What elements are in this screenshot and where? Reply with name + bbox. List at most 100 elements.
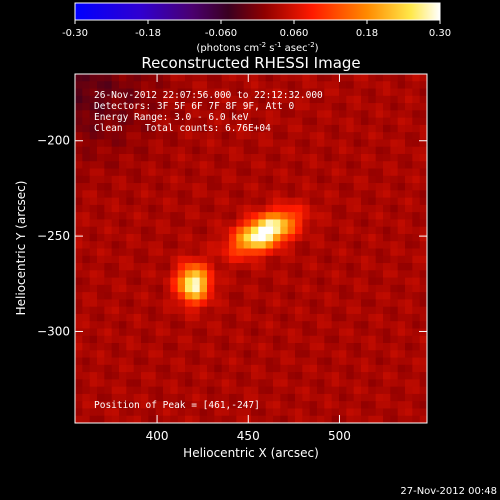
- heatmap-cell: [185, 313, 193, 322]
- heatmap-cell: [287, 379, 296, 388]
- heatmap-cell: [353, 401, 362, 410]
- heatmap-cell: [148, 277, 157, 286]
- heatmap-cell: [170, 313, 179, 322]
- heatmap-cell: [273, 95, 281, 104]
- heatmap-cell: [236, 88, 245, 97]
- heatmap-cell: [229, 241, 237, 250]
- heatmap-cell: [148, 372, 157, 380]
- heatmap-cell: [229, 372, 237, 380]
- heatmap-cell: [324, 335, 333, 344]
- heatmap-cell: [419, 248, 427, 257]
- heatmap-cell: [75, 146, 83, 155]
- heatmap-cell: [207, 146, 215, 155]
- heatmap-cell: [111, 401, 120, 410]
- heatmap-cell: [119, 364, 127, 373]
- heatmap-cell: [309, 321, 318, 330]
- heatmap-cell: [111, 146, 120, 155]
- heatmap-cell: [258, 197, 267, 206]
- colorbar-tick-label: -0.30: [62, 28, 88, 39]
- heatmap-cell: [397, 393, 406, 402]
- heatmap-cell: [185, 139, 193, 148]
- heatmap-cell: [383, 153, 391, 162]
- heatmap-cell: [383, 74, 391, 82]
- heatmap-cell: [258, 299, 267, 308]
- heatmap-cell: [207, 74, 215, 82]
- heatmap-cell: [243, 372, 252, 380]
- heatmap-cell: [273, 183, 281, 191]
- heatmap-cell: [346, 306, 355, 315]
- heatmap-cell: [82, 299, 91, 308]
- heatmap-cell: [280, 313, 289, 322]
- heatmap-cell: [258, 212, 267, 221]
- heatmap-cell: [405, 219, 413, 228]
- heatmap-cell: [185, 306, 193, 315]
- heatmap-cell: [258, 226, 267, 235]
- heatmap-cell: [133, 190, 142, 199]
- heatmap-cell: [207, 350, 215, 359]
- heatmap-cell: [251, 233, 259, 242]
- heatmap-cell: [383, 103, 391, 111]
- heatmap-cell: [177, 161, 186, 170]
- heatmap-cell: [390, 197, 399, 206]
- heatmap-cell: [339, 270, 347, 279]
- heatmap-cell: [324, 146, 333, 155]
- heatmap-cell: [273, 393, 281, 402]
- heatmap-cell: [221, 379, 230, 388]
- heatmap-cell: [141, 168, 149, 177]
- annotation-block: 26-Nov-2012 22:07:56.000 to 22:12:32.000…: [94, 90, 323, 411]
- heatmap-cell: [229, 95, 237, 104]
- heatmap-cell: [251, 139, 259, 148]
- heatmap-cell: [405, 357, 413, 366]
- heatmap-cell: [273, 372, 281, 380]
- heatmap-cell: [339, 248, 347, 257]
- heatmap-cell: [177, 372, 186, 380]
- heatmap-cell: [265, 124, 274, 133]
- heatmap-cell: [353, 161, 362, 170]
- heatmap-cell: [331, 248, 340, 257]
- heatmap-cell: [353, 415, 362, 423]
- heatmap-cell: [317, 364, 325, 373]
- heatmap-cell: [405, 401, 413, 410]
- heatmap-cell: [419, 313, 427, 322]
- heatmap-cell: [163, 117, 171, 126]
- heatmap-cell: [258, 132, 267, 141]
- heatmap-cell: [126, 277, 135, 286]
- heatmap-cell: [353, 364, 362, 373]
- heatmap-cell: [133, 408, 142, 417]
- heatmap-cell: [177, 292, 186, 300]
- heatmap-cell: [280, 117, 289, 126]
- heatmap-cell: [97, 263, 105, 271]
- heatmap-cell: [119, 197, 127, 206]
- heatmap-cell: [177, 81, 186, 90]
- heatmap-cell: [273, 299, 281, 308]
- heatmap-cell: [265, 103, 274, 111]
- heatmap-cell: [97, 190, 105, 199]
- heatmap-cell: [221, 226, 230, 235]
- heatmap-cell: [207, 95, 215, 104]
- heatmap-cell: [265, 190, 274, 199]
- heatmap-cell: [273, 233, 281, 242]
- heatmap-cell: [243, 175, 252, 184]
- heatmap-cell: [214, 335, 223, 344]
- heatmap-cell: [397, 110, 406, 119]
- heatmap-cell: [221, 357, 230, 366]
- heatmap-cell: [280, 212, 289, 221]
- heatmap-cell: [104, 81, 113, 90]
- heatmap-cell: [126, 401, 135, 410]
- heatmap-cell: [236, 415, 245, 423]
- heatmap-cell: [155, 379, 164, 388]
- heatmap-cell: [287, 233, 296, 242]
- heatmap-cell: [368, 357, 377, 366]
- heatmap-cell: [324, 277, 333, 286]
- heatmap-cell: [339, 277, 347, 286]
- heatmap-cell: [419, 219, 427, 228]
- heatmap-cell: [192, 364, 201, 373]
- heatmap-cell: [331, 335, 340, 344]
- heatmap-cell: [265, 212, 274, 221]
- heatmap-cell: [324, 306, 333, 315]
- heatmap-cell: [353, 255, 362, 264]
- heatmap-cell: [361, 364, 369, 373]
- heatmap-cell: [309, 372, 318, 380]
- heatmap-cell: [170, 212, 179, 221]
- heatmap-cell: [265, 364, 274, 373]
